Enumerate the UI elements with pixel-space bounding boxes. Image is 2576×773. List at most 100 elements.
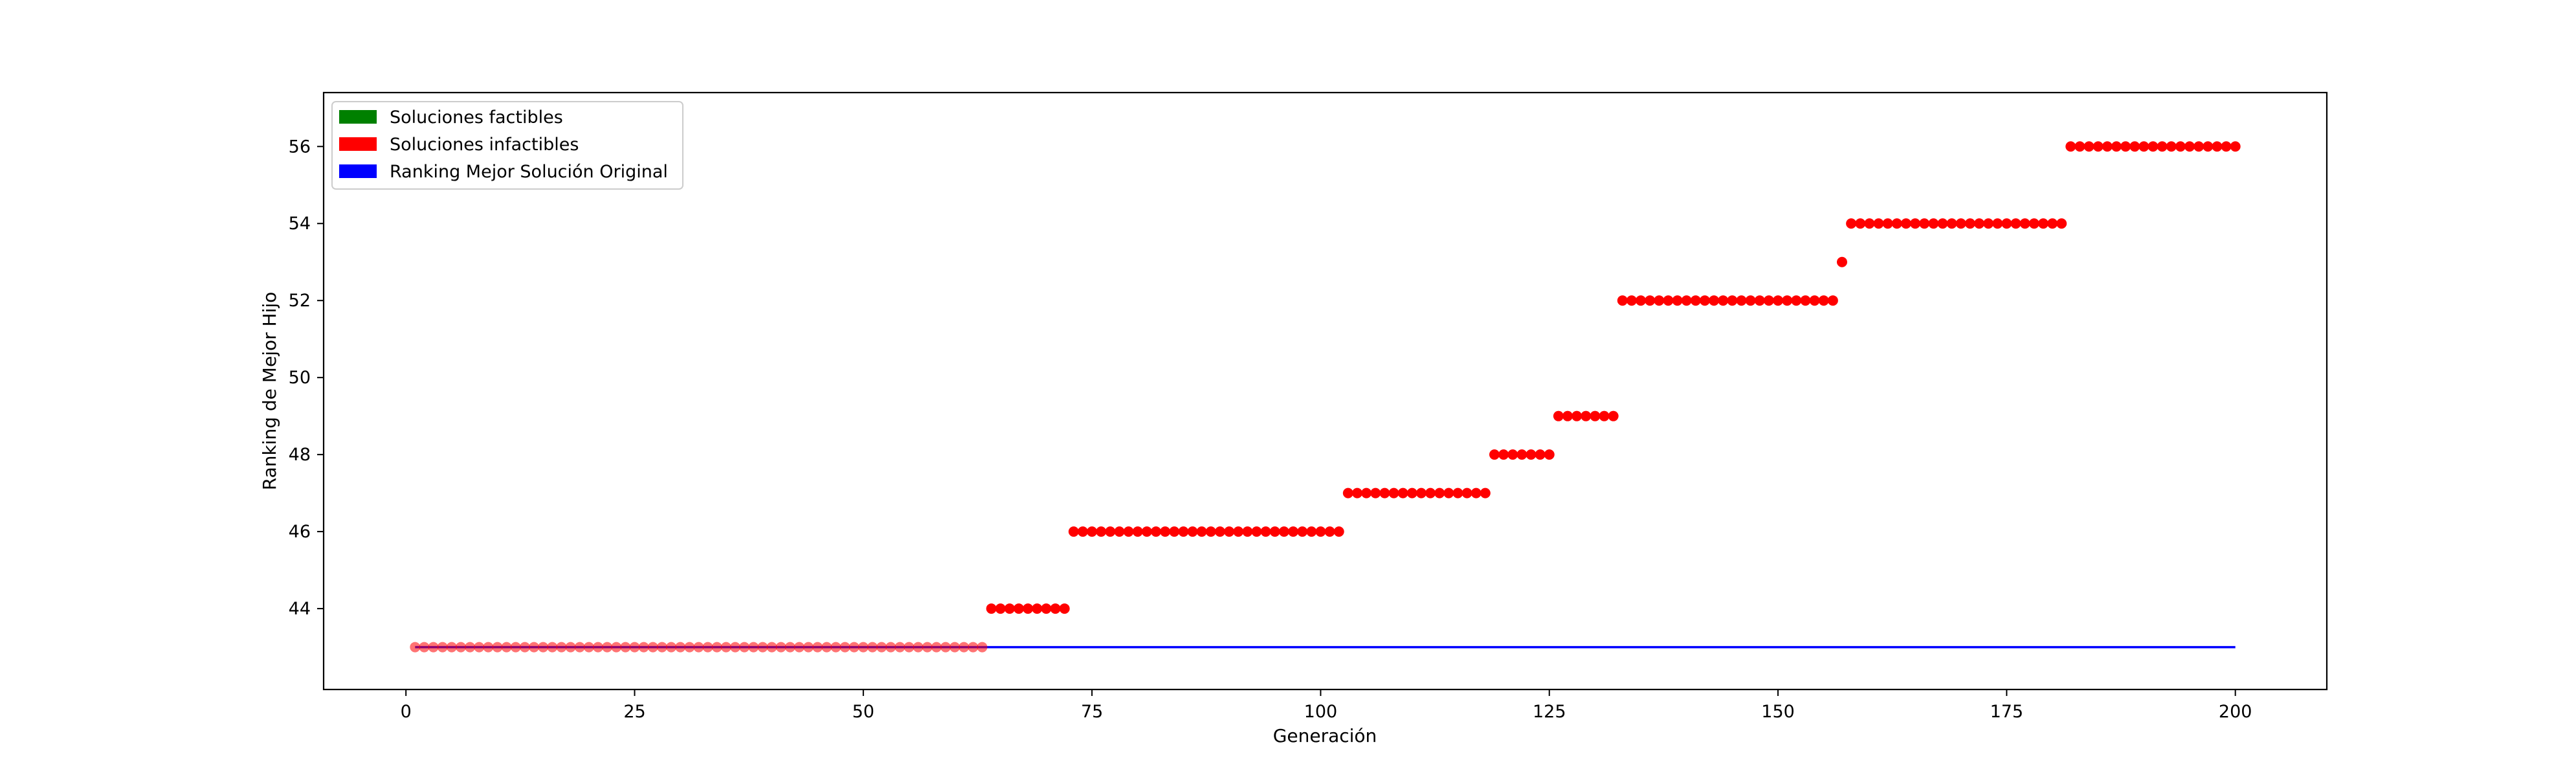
data-point: [1754, 295, 1765, 306]
y-tick-label: 52: [289, 291, 311, 311]
data-point: [1946, 218, 1957, 229]
data-point: [1571, 410, 1582, 421]
data-point: [483, 642, 494, 653]
data-point: [1233, 526, 1244, 537]
data-point: [2138, 141, 2149, 152]
data-point: [1388, 487, 1399, 499]
y-tick-label: 46: [289, 522, 311, 542]
data-point: [1471, 487, 1482, 499]
data-point: [1351, 487, 1362, 499]
data-point: [1581, 410, 1592, 421]
data-point: [1315, 526, 1326, 537]
plot-frame: [322, 91, 2328, 691]
legend: Soluciones factibles Soluciones infactib…: [331, 101, 683, 190]
data-point: [638, 642, 649, 653]
data-point: [830, 642, 841, 653]
data-point: [940, 642, 951, 653]
data-point: [2083, 141, 2094, 152]
data-point: [922, 642, 933, 653]
data-point: [1014, 603, 1025, 614]
x-tick-label: 100: [1304, 702, 1338, 722]
x-tick-label: 50: [852, 702, 874, 722]
data-point: [1672, 295, 1683, 306]
data-point: [1773, 295, 1784, 306]
data-point: [1087, 526, 1098, 537]
y-tick-label: 56: [289, 137, 311, 157]
data-point: [1306, 526, 1317, 537]
data-point: [1114, 526, 1125, 537]
data-point: [959, 642, 970, 653]
data-point: [2193, 141, 2204, 152]
data-point: [1809, 295, 1820, 306]
data-point: [1645, 295, 1656, 306]
data-point: [556, 642, 567, 653]
data-point: [821, 642, 832, 653]
data-point: [410, 642, 421, 653]
data-point: [913, 642, 924, 653]
data-point: [1827, 295, 1838, 306]
legend-swatch-factibles: [339, 110, 377, 124]
data-point: [1800, 295, 1811, 306]
data-point: [492, 642, 503, 653]
data-point: [574, 642, 585, 653]
data-point: [1132, 526, 1143, 537]
data-point: [1032, 603, 1043, 614]
y-tick-label: 50: [289, 368, 311, 388]
data-point: [1590, 410, 1601, 421]
x-tick-label: 75: [1081, 702, 1103, 722]
data-point: [904, 642, 915, 653]
data-point: [2166, 141, 2177, 152]
data-point: [1342, 487, 1353, 499]
data-point: [684, 642, 695, 653]
data-point: [1983, 218, 1994, 229]
data-point: [995, 603, 1006, 614]
data-point: [1461, 487, 1472, 499]
data-point: [849, 642, 860, 653]
data-point: [2010, 218, 2021, 229]
data-point: [1873, 218, 1884, 229]
data-point: [876, 642, 887, 653]
data-point: [1178, 526, 1189, 537]
data-point: [666, 642, 677, 653]
data-point: [1955, 218, 1966, 229]
data-point: [538, 642, 549, 653]
data-point: [1169, 526, 1180, 537]
data-point: [2093, 141, 2104, 152]
data-point: [1452, 487, 1463, 499]
data-point: [794, 642, 805, 653]
data-point: [1059, 603, 1070, 614]
data-point: [1709, 295, 1720, 306]
data-point: [1973, 218, 1984, 229]
data-point: [428, 642, 439, 653]
data-point: [720, 642, 731, 653]
data-point: [1151, 526, 1162, 537]
x-tick-label: 200: [2219, 702, 2252, 722]
data-point: [1535, 449, 1546, 460]
data-point: [1846, 218, 1857, 229]
data-point: [1900, 218, 1911, 229]
legend-swatch-infactibles: [339, 137, 377, 151]
data-point: [1406, 487, 1417, 499]
y-axis-label: Ranking de Mejor Hijo: [259, 292, 280, 491]
data-point: [1224, 526, 1235, 537]
y-tick-label: 44: [289, 599, 311, 619]
data-point: [1791, 295, 1802, 306]
y-tick-label: 54: [289, 214, 311, 234]
data-point: [1919, 218, 1930, 229]
data-point: [1077, 526, 1088, 537]
data-point: [784, 642, 795, 653]
data-point: [1297, 526, 1308, 537]
data-point: [1663, 295, 1674, 306]
data-point: [839, 642, 850, 653]
data-point: [565, 642, 576, 653]
data-point: [474, 642, 485, 653]
data-point: [1278, 526, 1289, 537]
data-point: [2102, 141, 2113, 152]
data-point: [2065, 141, 2076, 152]
data-point: [1068, 526, 1079, 537]
data-point: [803, 642, 814, 653]
y-tick-label: 48: [289, 445, 311, 465]
data-point: [2212, 141, 2223, 152]
data-point: [757, 642, 768, 653]
